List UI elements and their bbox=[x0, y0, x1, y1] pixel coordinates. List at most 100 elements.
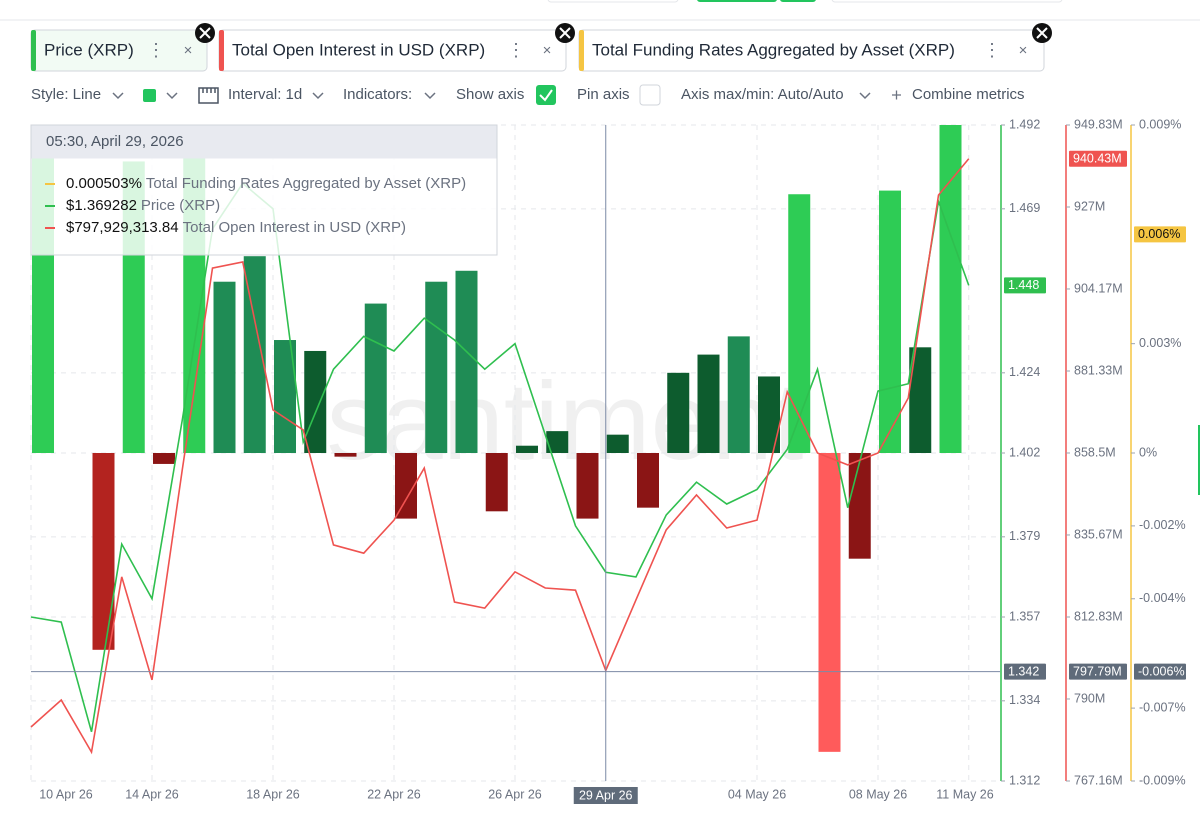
y-tick-label: 858.5M bbox=[1074, 445, 1116, 459]
close-icon[interactable] bbox=[195, 23, 215, 43]
y-tick-label: 1.357 bbox=[1009, 609, 1040, 623]
x-tick-label: 26 Apr 26 bbox=[488, 787, 542, 801]
chevron bbox=[859, 92, 871, 100]
crosshair-badge-bg bbox=[1134, 663, 1186, 680]
funding-bar bbox=[425, 281, 448, 453]
metric-tab[interactable]: Total Open Interest in USD (XRP) ⋮ × bbox=[218, 29, 567, 72]
last-value-badge-bg bbox=[1069, 150, 1127, 167]
chevron bbox=[424, 92, 436, 100]
close-icon[interactable] bbox=[1032, 23, 1052, 43]
funding-bar bbox=[516, 445, 538, 453]
y-tick-label: -0.002% bbox=[1139, 518, 1186, 532]
show-axis-label: Show axis bbox=[456, 86, 524, 103]
y-tick-label: 1.424 bbox=[1009, 365, 1040, 379]
style-select[interactable]: Style: Line bbox=[31, 86, 101, 103]
plot-area: 10 Apr 26 14 Apr 26 18 Apr 26 22 Apr 26 26 A… bbox=[30, 117, 1186, 804]
tooltip-series: Total Open Interest in USD (XRP) bbox=[183, 219, 406, 236]
indicators-select[interactable]: Indicators: bbox=[343, 86, 412, 103]
metric-tab[interactable]: Total Funding Rates Aggregated by Asset … bbox=[578, 29, 1045, 72]
last-value-badge: 0.006% bbox=[1138, 227, 1180, 241]
series-line bbox=[30, 158, 970, 755]
funding-bar bbox=[848, 453, 871, 559]
funding-bar bbox=[395, 453, 417, 519]
y-tick-label: 1.312 bbox=[1009, 773, 1040, 787]
series-line bbox=[30, 182, 970, 733]
close-icon[interactable] bbox=[555, 23, 575, 43]
top-button[interactable] bbox=[831, 0, 1063, 3]
pin-axis-label: Pin axis bbox=[577, 86, 630, 103]
x-tick-label: 08 May 26 bbox=[849, 787, 907, 801]
y-tick-label: 1.469 bbox=[1009, 201, 1040, 215]
chevron bbox=[166, 92, 178, 100]
tab-label: Total Funding Rates Aggregated by Asset … bbox=[592, 40, 955, 59]
tooltip-value: 0.000503% bbox=[66, 175, 142, 192]
y-tick-label: 835.67M bbox=[1074, 527, 1123, 541]
tooltip-series: Price (XRP) bbox=[141, 197, 220, 214]
chevron bbox=[112, 92, 124, 100]
funding-bar bbox=[727, 336, 750, 453]
funding-bar bbox=[909, 347, 932, 453]
x-tick-label: 14 Apr 26 bbox=[125, 787, 179, 801]
tab-menu[interactable]: ⋮ bbox=[147, 40, 165, 60]
y-tick-label: 0.009% bbox=[1139, 117, 1181, 131]
top-button[interactable] bbox=[547, 0, 679, 3]
funding-bar bbox=[243, 256, 266, 453]
funding-bar bbox=[213, 281, 236, 453]
tab-label: Price (XRP) bbox=[44, 40, 134, 59]
y-tick-label: 1.334 bbox=[1009, 693, 1040, 707]
tab-remove[interactable]: × bbox=[184, 42, 193, 59]
funding-bar bbox=[758, 376, 780, 453]
x-tick-label: 10 Apr 26 bbox=[39, 787, 93, 801]
tab-menu[interactable]: ⋮ bbox=[507, 40, 525, 60]
metric-tab[interactable]: Price (XRP) ⋮ × bbox=[30, 29, 208, 72]
y-tick-label: 1.492 bbox=[1009, 117, 1040, 131]
tab-remove[interactable]: × bbox=[543, 42, 552, 59]
crosshair-badge: 797.79M bbox=[1073, 664, 1122, 678]
funding-bar bbox=[455, 270, 478, 453]
funding-bar bbox=[879, 190, 901, 453]
axis-range-select[interactable]: Axis max/min: Auto/Auto bbox=[681, 86, 844, 103]
y-tick-label: 904.17M bbox=[1074, 281, 1123, 295]
tooltip-row: $1.369282 Price (XRP) bbox=[66, 197, 220, 214]
y-tick-label: -0.009% bbox=[1139, 773, 1186, 787]
funding-bar bbox=[304, 350, 327, 453]
tooltip-title: 05:30, April 29, 2026 bbox=[46, 133, 184, 150]
last-value-badge-bg bbox=[1004, 277, 1046, 294]
funding-bar bbox=[334, 453, 357, 457]
ruler-icon bbox=[198, 87, 219, 104]
y-tick-label: 767.16M bbox=[1074, 773, 1123, 787]
funding-bar bbox=[485, 453, 508, 512]
last-value-badge-bg bbox=[1134, 226, 1186, 243]
tab-remove[interactable]: × bbox=[1019, 42, 1028, 59]
funding-bar bbox=[939, 125, 962, 453]
y-tick-label: 881.33M bbox=[1074, 363, 1123, 377]
funding-bar bbox=[92, 453, 115, 650]
tooltip-header bbox=[31, 125, 497, 159]
y-tick-label: -0.007% bbox=[1139, 700, 1186, 714]
y-tick-label: 790M bbox=[1074, 691, 1105, 705]
pin-axis-checkbox[interactable] bbox=[639, 84, 661, 106]
color-picker[interactable] bbox=[143, 89, 156, 102]
combine-metrics[interactable]: Combine metrics bbox=[912, 86, 1025, 103]
y-tick-label: 1.402 bbox=[1009, 445, 1040, 459]
y-tick-label: -0.004% bbox=[1139, 591, 1186, 605]
funding-bar bbox=[576, 453, 599, 519]
x-tick-label: 11 May 26 bbox=[936, 787, 993, 801]
funding-bar bbox=[153, 453, 175, 464]
show-axis-checkbox[interactable] bbox=[536, 85, 556, 105]
top-button[interactable] bbox=[697, 0, 777, 2]
x-tick-label: 04 May 26 bbox=[728, 787, 786, 801]
top-button[interactable] bbox=[780, 0, 816, 2]
funding-bar bbox=[364, 303, 387, 453]
crosshair-badge: -0.006% bbox=[1138, 664, 1185, 678]
y-tick-label: 0% bbox=[1139, 445, 1157, 459]
crosshair-badge-bg bbox=[1069, 663, 1127, 680]
y-tick-label: 927M bbox=[1074, 199, 1105, 213]
tab-menu[interactable]: ⋮ bbox=[983, 40, 1001, 60]
last-value-badge: 940.43M bbox=[1073, 152, 1122, 166]
crosshair-badge-bg bbox=[1004, 663, 1046, 680]
chevron bbox=[312, 92, 324, 100]
interval-select[interactable]: Interval: 1d bbox=[228, 86, 302, 103]
crosshair-date-bg bbox=[573, 787, 638, 804]
